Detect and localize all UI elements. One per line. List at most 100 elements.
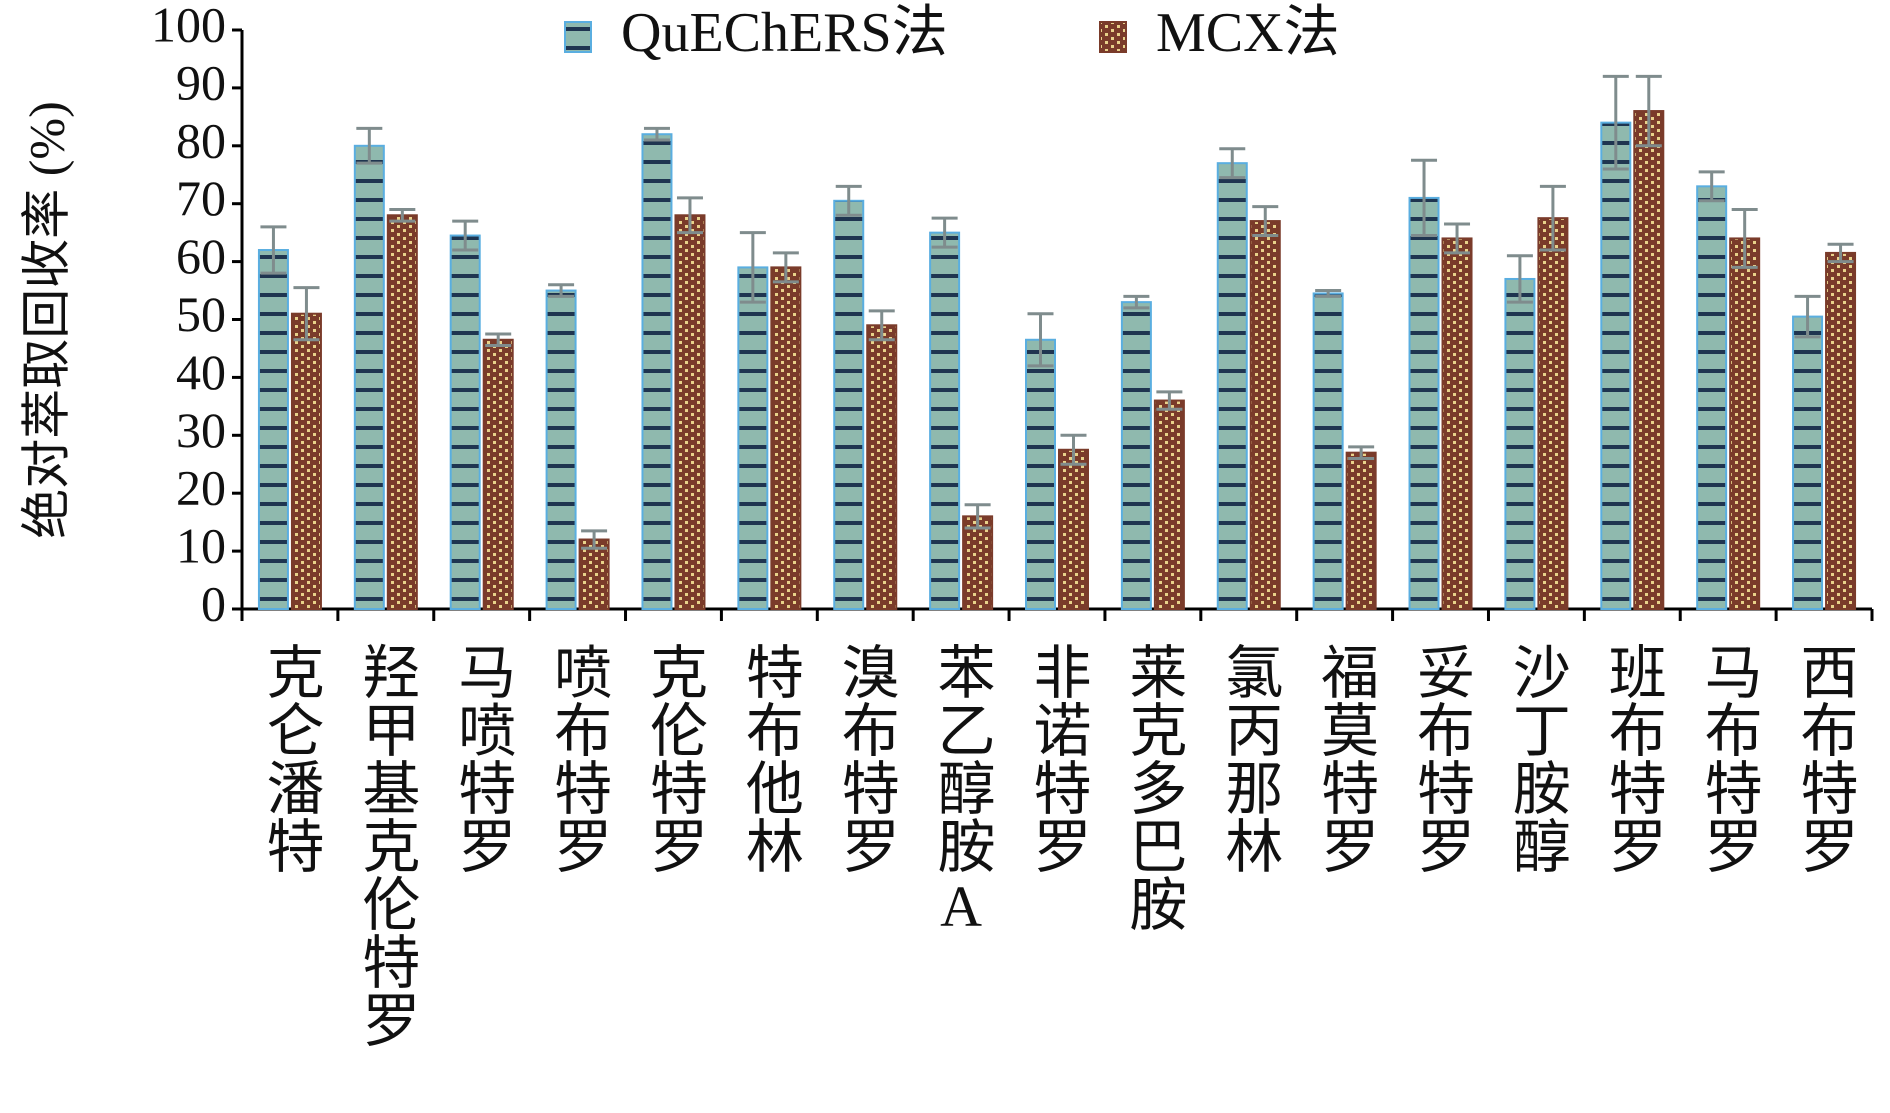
bar: [1025, 338, 1056, 610]
bar: [1696, 185, 1728, 611]
bar: [449, 234, 481, 610]
error-bar: [676, 196, 703, 235]
x-tick-label: 妥布特罗: [1408, 642, 1474, 874]
bar: [1633, 110, 1665, 610]
error-bar: [581, 529, 608, 550]
error-bar: [931, 216, 958, 249]
error-bar: [1698, 170, 1725, 203]
legend-label: QuEChERS法: [621, 2, 948, 64]
x-tick-label: 羟甲基克伦特罗: [353, 642, 419, 1048]
error-bar: [1315, 289, 1342, 298]
bar: [737, 266, 769, 610]
error-bar: [868, 309, 895, 342]
error-bar: [1539, 184, 1566, 252]
y-tick-label: 0: [201, 575, 226, 631]
x-tick-label: 马喷特罗: [449, 642, 514, 874]
x-tick-label: 西布特罗: [1792, 642, 1858, 874]
error-bar: [452, 219, 479, 252]
y-tick-label: 100: [151, 0, 226, 52]
x-tick-label: 苯乙醇胺A: [929, 642, 995, 939]
x-tick-label: 班布特罗: [1600, 642, 1666, 874]
bar: [578, 538, 610, 611]
error-bar: [643, 126, 670, 142]
error-bar: [964, 503, 991, 530]
bar: [482, 338, 514, 610]
x-tick-label: 喷布特罗: [545, 642, 611, 874]
error-bar: [485, 332, 512, 348]
bar: [1120, 301, 1152, 610]
y-tick-label: 60: [176, 228, 226, 284]
error-bar: [260, 225, 287, 275]
error-bar: [1252, 205, 1279, 238]
error-bar: [1602, 74, 1629, 171]
bar: [1729, 237, 1761, 610]
y-tick-label: 10: [176, 518, 226, 574]
x-tick-label: 福莫特罗: [1312, 642, 1378, 874]
error-bar: [1444, 222, 1471, 255]
bar: [257, 249, 289, 611]
error-bar: [389, 207, 416, 223]
error-bar: [1827, 242, 1854, 264]
error-bar: [1156, 390, 1183, 411]
x-tick-label: 特布他林: [737, 642, 803, 874]
legend-swatch: [1099, 21, 1127, 53]
y-tick-label: 40: [176, 344, 226, 400]
x-tick-label: 马布特罗: [1696, 642, 1762, 874]
legend-label: MCX法: [1156, 2, 1340, 64]
error-bar: [1219, 147, 1246, 180]
bar: [929, 231, 961, 610]
bar: [1600, 121, 1632, 610]
error-bar: [1027, 312, 1054, 368]
bar: [1153, 399, 1185, 610]
bar: [1792, 315, 1824, 610]
y-tick-label: 30: [176, 402, 226, 458]
bar: [1825, 251, 1857, 610]
bar: [1249, 220, 1281, 610]
error-bar: [1794, 294, 1821, 339]
error-bar: [356, 126, 383, 165]
error-bar: [1348, 445, 1375, 460]
x-tick-label: 莱克多巴胺: [1120, 642, 1186, 932]
bar: [641, 133, 673, 610]
y-axis-label: 绝对萃取回收率 (%): [18, 101, 74, 538]
error-bar: [835, 184, 862, 217]
x-tick-label: 克伦特罗: [641, 642, 707, 874]
bar: [1408, 196, 1440, 610]
bar: [386, 214, 418, 610]
error-bar: [1123, 294, 1150, 310]
error-bar: [739, 231, 766, 304]
x-tick-label: 氯丙那林: [1216, 642, 1282, 874]
y-tick-label: 90: [176, 54, 226, 110]
bar: [545, 289, 577, 610]
x-tick-label: 非诺特罗: [1025, 642, 1090, 874]
error-bar: [1060, 433, 1087, 466]
x-tick-label: 沙丁胺醇: [1504, 642, 1570, 874]
bar: [1504, 277, 1536, 610]
bar: [1058, 448, 1089, 610]
bar: [674, 214, 706, 610]
error-bar: [772, 251, 799, 284]
bar: [770, 266, 802, 610]
legend-swatch: [564, 21, 592, 53]
y-tick-label: 50: [176, 286, 226, 342]
y-tick-label: 20: [176, 460, 226, 516]
bar: [866, 324, 898, 610]
bar: [290, 312, 322, 610]
error-bar: [1731, 207, 1758, 269]
bar: [1345, 451, 1377, 611]
error-bar: [548, 283, 575, 298]
y-tick-label: 80: [176, 112, 226, 168]
x-tick-label: 溴布特罗: [833, 642, 899, 874]
bar: [1537, 217, 1569, 611]
bar: [1441, 237, 1473, 610]
x-tick-label: 克仑潘特: [257, 642, 322, 874]
y-tick-label: 70: [176, 170, 226, 226]
error-bar: [1506, 254, 1533, 304]
error-bar: [293, 286, 320, 342]
error-bar: [1411, 158, 1438, 238]
bar: [1216, 162, 1248, 610]
bar: [833, 199, 865, 610]
error-bar: [1635, 74, 1662, 148]
bar: [962, 515, 994, 610]
